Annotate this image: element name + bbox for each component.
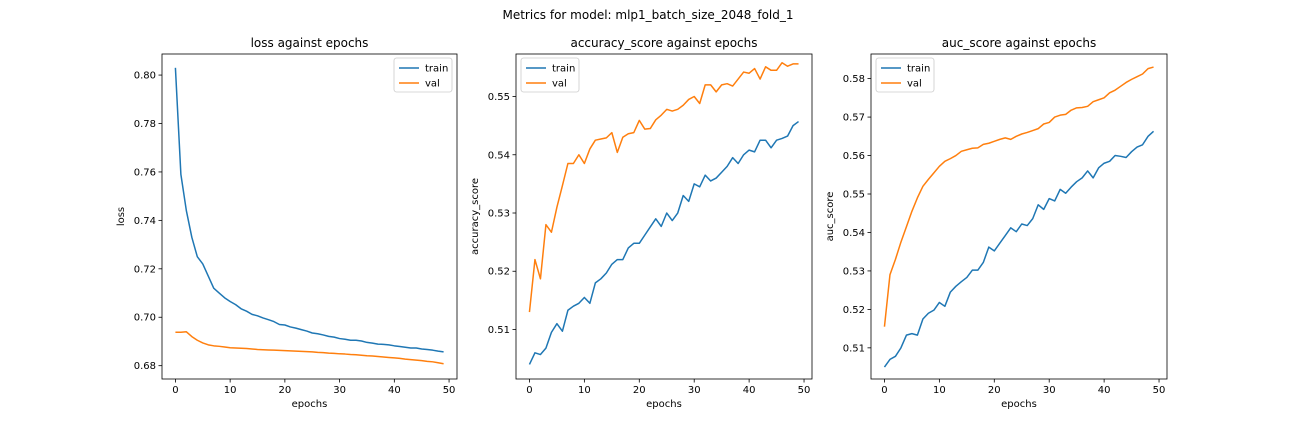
y-tick-label: 0.53 xyxy=(843,266,865,277)
y-axis-label: loss xyxy=(116,207,127,226)
y-tick-label: 0.68 xyxy=(134,361,156,372)
y-tick-label: 0.57 xyxy=(843,113,865,124)
legend-label-train: train xyxy=(425,64,448,75)
chart-panel: loss against epochs 0 10 20 30 40 50 0.68 0.70 0.… xyxy=(116,36,458,410)
x-tick-label: 40 xyxy=(388,385,401,396)
series-line-val xyxy=(528,61,799,313)
x-tick-label: 0 xyxy=(526,385,532,396)
y-tick-label: 0.76 xyxy=(134,167,156,178)
y-tick-label: 0.51 xyxy=(843,343,865,354)
legend-label-val: val xyxy=(907,79,922,90)
plot-frame xyxy=(515,53,813,380)
y-tick-label: 0.51 xyxy=(488,325,510,336)
chart-panel: accuracy_score against epochs 0 10 20 30 40 50… xyxy=(470,36,813,410)
y-tick-label: 0.52 xyxy=(488,267,510,278)
legend: train val xyxy=(875,57,935,93)
x-tick-label: 30 xyxy=(333,385,346,396)
legend-label-val: val xyxy=(425,79,440,90)
y-tick-label: 0.54 xyxy=(843,228,865,239)
legend: train val xyxy=(393,57,453,93)
y-tick-label: 0.53 xyxy=(488,209,510,220)
x-tick-label: 30 xyxy=(688,385,701,396)
x-tick-label: 40 xyxy=(743,385,756,396)
x-tick-label: 50 xyxy=(798,385,811,396)
chart-title: accuracy_score against epochs xyxy=(570,36,757,50)
y-axis-label: accuracy_score xyxy=(470,178,481,255)
x-tick-label: 0 xyxy=(881,385,887,396)
x-tick-label: 40 xyxy=(1098,385,1111,396)
y-tick-label: 0.78 xyxy=(134,119,156,130)
plot-frame xyxy=(870,53,1168,380)
legend: train val xyxy=(520,57,580,93)
series-line-train xyxy=(883,130,1155,368)
x-tick-label: 20 xyxy=(988,385,1001,396)
y-tick-label: 0.70 xyxy=(134,313,156,324)
x-tick-label: 10 xyxy=(578,385,591,396)
x-tick-label: 0 xyxy=(172,385,178,396)
x-tick-label: 10 xyxy=(933,385,946,396)
x-axis-label: epochs xyxy=(646,399,682,410)
y-axis-label: auc_score xyxy=(825,192,836,242)
x-tick-label: 20 xyxy=(279,385,292,396)
y-tick-label: 0.80 xyxy=(134,71,156,82)
y-tick-label: 0.55 xyxy=(488,92,510,103)
x-tick-label: 50 xyxy=(443,385,456,396)
series-line-train xyxy=(528,120,799,365)
x-tick-label: 50 xyxy=(1153,385,1166,396)
x-axis-label: epochs xyxy=(1001,399,1037,410)
y-tick-label: 0.58 xyxy=(843,74,865,85)
figure-suptitle: Metrics for model: mlp1_batch_size_2048_… xyxy=(502,8,793,22)
x-tick-label: 30 xyxy=(1043,385,1056,396)
y-tick-label: 0.54 xyxy=(488,150,510,161)
y-tick-label: 0.55 xyxy=(843,190,865,201)
y-tick-label: 0.74 xyxy=(134,216,156,227)
x-tick-label: 20 xyxy=(633,385,646,396)
series-line-val xyxy=(175,331,444,365)
chart-title: auc_score against epochs xyxy=(942,36,1096,50)
legend-label-val: val xyxy=(552,79,567,90)
legend-label-train: train xyxy=(907,64,930,75)
series-line-val xyxy=(883,66,1154,327)
plot-frame xyxy=(161,53,458,380)
chart-title: loss against epochs xyxy=(251,36,369,50)
y-tick-label: 0.52 xyxy=(843,305,865,316)
series-line-train xyxy=(174,67,444,353)
x-tick-label: 10 xyxy=(224,385,237,396)
legend-label-train: train xyxy=(552,64,575,75)
chart-panel: auc_score against epochs 0 10 20 30 40 50 0.51 0… xyxy=(825,36,1168,410)
y-tick-label: 0.56 xyxy=(843,151,865,162)
y-tick-label: 0.72 xyxy=(134,264,156,275)
x-axis-label: epochs xyxy=(292,399,328,410)
